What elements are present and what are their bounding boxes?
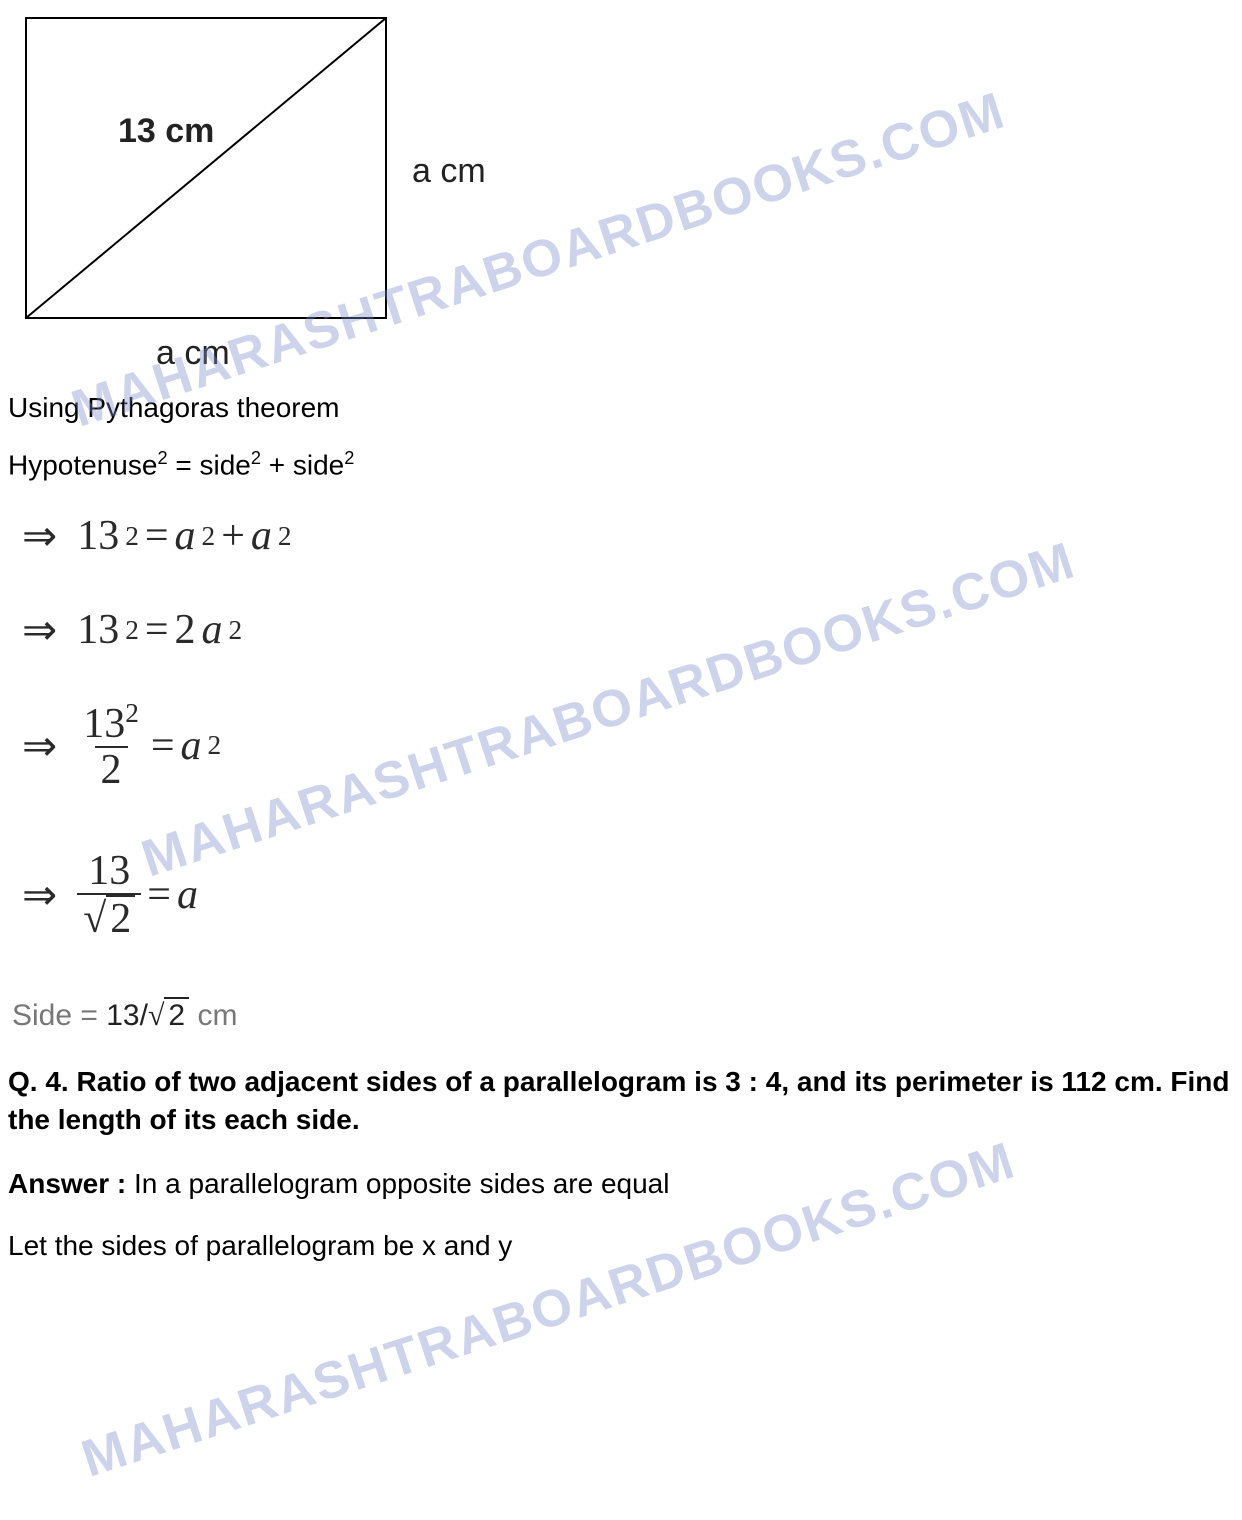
- frac-num: 13: [82, 849, 136, 893]
- equals: =: [147, 871, 171, 919]
- side-unit: cm: [197, 999, 237, 1032]
- sup-2: 2: [125, 615, 139, 646]
- answer-4: Answer : In a parallelogram opposite sid…: [8, 1168, 1234, 1200]
- diagram-svg: 13 cm a cm a cm: [8, 12, 608, 382]
- eq-mid: = side: [168, 449, 251, 480]
- fraction: 13 √2: [77, 849, 141, 941]
- var-a: a: [251, 512, 272, 560]
- sqrt: √2: [148, 997, 189, 1033]
- question-4: Q. 4. Ratio of two adjacent sides of a p…: [8, 1063, 1234, 1139]
- implies-icon: ⇒: [22, 511, 57, 561]
- equals: =: [145, 512, 169, 560]
- sup-2: 2: [125, 521, 139, 552]
- fraction: 132 2: [77, 699, 145, 792]
- sqrt-icon: √: [83, 897, 106, 941]
- var-a: a: [177, 871, 198, 919]
- page-content: 13 cm a cm a cm Using Pythagoras theorem…: [0, 0, 1242, 1262]
- frac-num: 132: [77, 699, 145, 746]
- sup-2: 2: [278, 521, 292, 552]
- math-step-1: ⇒ 132 = a2 + a2: [22, 511, 1234, 561]
- var-a: a: [181, 722, 202, 770]
- right-side-label: a cm: [412, 152, 486, 190]
- plus: +: [221, 512, 245, 560]
- diagonal-label: 13 cm: [118, 112, 214, 150]
- sqrt: √2: [83, 895, 135, 941]
- sup-2: 2: [208, 730, 222, 761]
- frac-den: 2: [95, 746, 128, 792]
- square-diagonal: [26, 18, 386, 318]
- equals: =: [145, 606, 169, 654]
- equals: =: [151, 722, 175, 770]
- sqrt-body: 2: [106, 895, 135, 941]
- math-step-4: ⇒ 13 √2 = a: [22, 849, 1234, 941]
- sup-2: 2: [251, 448, 261, 468]
- coef-2: 2: [175, 606, 196, 654]
- var-a: a: [202, 606, 223, 654]
- thirteen: 13: [77, 606, 119, 654]
- pythagoras-text: Using Pythagoras theorem: [8, 392, 1234, 424]
- sup-2: 2: [202, 521, 216, 552]
- side-result: Side = 13/√2 cm: [12, 997, 1234, 1033]
- sup-2: 2: [125, 698, 139, 728]
- hypotenuse-equation: Hypotenuse2 = side2 + side2: [8, 448, 1234, 481]
- frac-den: √2: [77, 893, 141, 941]
- implies-icon: ⇒: [22, 605, 57, 655]
- sqrt-body: 2: [164, 997, 189, 1033]
- sup-2: 2: [229, 615, 243, 646]
- bottom-side-label: a cm: [156, 334, 230, 372]
- sqrt-icon: √: [148, 999, 164, 1033]
- sup-2: 2: [344, 448, 354, 468]
- side-label: Side =: [12, 999, 106, 1032]
- thirteen: 13: [83, 701, 125, 747]
- final-line: Let the sides of parallelogram be x and …: [8, 1230, 1234, 1262]
- side-value: 13/: [106, 999, 148, 1032]
- var-a: a: [175, 512, 196, 560]
- hyp-word: Hypotenuse: [8, 449, 157, 480]
- implies-icon: ⇒: [22, 721, 57, 771]
- answer-text: In a parallelogram opposite sides are eq…: [134, 1168, 669, 1199]
- math-step-2: ⇒ 132 = 2a2: [22, 605, 1234, 655]
- answer-prefix: Answer :: [8, 1168, 134, 1199]
- math-step-3: ⇒ 132 2 = a2: [22, 699, 1234, 792]
- sup-2: 2: [157, 448, 167, 468]
- thirteen: 13: [77, 512, 119, 560]
- eq-plus: + side: [261, 449, 344, 480]
- square-diagram: 13 cm a cm a cm: [8, 12, 608, 382]
- implies-icon: ⇒: [22, 870, 57, 920]
